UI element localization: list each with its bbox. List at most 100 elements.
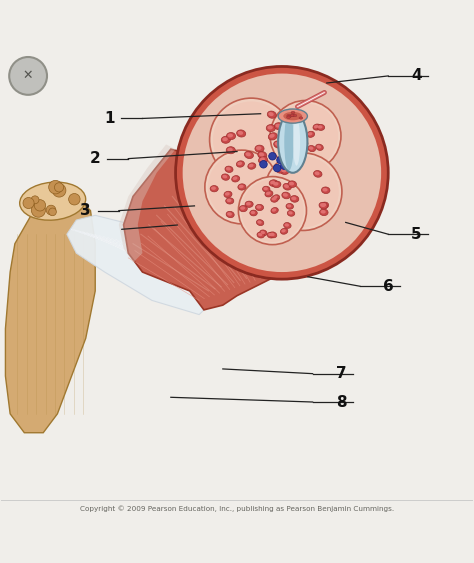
Ellipse shape — [278, 109, 308, 123]
Ellipse shape — [291, 114, 295, 117]
Polygon shape — [67, 215, 209, 315]
Ellipse shape — [269, 134, 275, 138]
Ellipse shape — [298, 158, 303, 161]
Ellipse shape — [322, 188, 328, 191]
Ellipse shape — [263, 186, 270, 192]
Ellipse shape — [222, 137, 228, 141]
Ellipse shape — [238, 131, 243, 135]
Ellipse shape — [255, 145, 264, 152]
Circle shape — [9, 57, 47, 95]
Ellipse shape — [269, 232, 277, 238]
Ellipse shape — [266, 191, 271, 195]
Ellipse shape — [227, 132, 236, 140]
Ellipse shape — [265, 190, 273, 197]
Ellipse shape — [282, 169, 287, 172]
Polygon shape — [124, 149, 355, 310]
Ellipse shape — [270, 233, 275, 236]
Circle shape — [55, 183, 64, 192]
Text: 4: 4 — [411, 69, 422, 83]
Ellipse shape — [281, 168, 289, 175]
Circle shape — [295, 160, 302, 168]
Ellipse shape — [240, 207, 245, 210]
Circle shape — [53, 184, 66, 197]
Ellipse shape — [293, 114, 297, 117]
Ellipse shape — [246, 202, 251, 205]
Ellipse shape — [267, 232, 275, 238]
Ellipse shape — [290, 164, 295, 168]
Circle shape — [208, 153, 276, 221]
Ellipse shape — [281, 139, 290, 146]
Ellipse shape — [273, 182, 279, 186]
Ellipse shape — [320, 202, 328, 209]
Circle shape — [205, 150, 279, 224]
Circle shape — [269, 153, 276, 160]
Ellipse shape — [283, 112, 302, 120]
Ellipse shape — [293, 123, 301, 129]
Circle shape — [49, 208, 56, 216]
Ellipse shape — [211, 186, 216, 190]
Ellipse shape — [295, 121, 302, 127]
Ellipse shape — [267, 111, 276, 118]
Ellipse shape — [237, 161, 245, 167]
Circle shape — [281, 162, 288, 169]
Ellipse shape — [281, 229, 288, 234]
Circle shape — [210, 98, 293, 181]
Ellipse shape — [283, 193, 288, 197]
Ellipse shape — [257, 221, 262, 224]
Ellipse shape — [239, 205, 247, 212]
Ellipse shape — [293, 118, 300, 166]
Ellipse shape — [261, 231, 265, 234]
Ellipse shape — [296, 128, 301, 132]
Ellipse shape — [319, 209, 328, 216]
Circle shape — [31, 203, 46, 217]
Ellipse shape — [286, 157, 291, 160]
Ellipse shape — [226, 211, 234, 218]
Text: ✕: ✕ — [23, 69, 33, 82]
Ellipse shape — [226, 167, 231, 171]
Ellipse shape — [290, 114, 294, 117]
Circle shape — [273, 164, 281, 172]
Ellipse shape — [225, 192, 230, 196]
Ellipse shape — [317, 145, 321, 149]
Circle shape — [49, 180, 62, 194]
Circle shape — [69, 194, 80, 205]
Ellipse shape — [275, 142, 280, 146]
Ellipse shape — [210, 186, 218, 192]
Polygon shape — [119, 145, 175, 262]
Ellipse shape — [266, 124, 275, 132]
Ellipse shape — [320, 210, 326, 213]
Circle shape — [34, 200, 46, 211]
Ellipse shape — [267, 126, 273, 129]
Ellipse shape — [272, 208, 276, 212]
Ellipse shape — [228, 133, 233, 137]
Circle shape — [46, 205, 56, 215]
Circle shape — [260, 160, 267, 168]
Ellipse shape — [224, 191, 232, 198]
Ellipse shape — [239, 185, 244, 188]
Ellipse shape — [268, 112, 274, 116]
Ellipse shape — [274, 123, 283, 130]
Circle shape — [213, 101, 290, 178]
Ellipse shape — [275, 124, 281, 128]
Ellipse shape — [256, 205, 261, 209]
Ellipse shape — [297, 157, 305, 163]
Ellipse shape — [256, 220, 264, 226]
Ellipse shape — [318, 126, 322, 128]
Ellipse shape — [226, 198, 234, 204]
Ellipse shape — [222, 175, 227, 178]
Ellipse shape — [308, 145, 316, 151]
Ellipse shape — [277, 168, 282, 171]
Ellipse shape — [296, 122, 301, 125]
Ellipse shape — [292, 196, 296, 200]
Text: 5: 5 — [411, 227, 422, 242]
Ellipse shape — [20, 182, 86, 220]
Ellipse shape — [314, 171, 322, 177]
Ellipse shape — [287, 211, 295, 216]
Ellipse shape — [294, 124, 299, 127]
Ellipse shape — [289, 163, 298, 169]
Ellipse shape — [232, 176, 240, 182]
Ellipse shape — [299, 117, 303, 119]
Circle shape — [264, 153, 342, 230]
Ellipse shape — [237, 162, 242, 166]
Ellipse shape — [270, 181, 275, 184]
